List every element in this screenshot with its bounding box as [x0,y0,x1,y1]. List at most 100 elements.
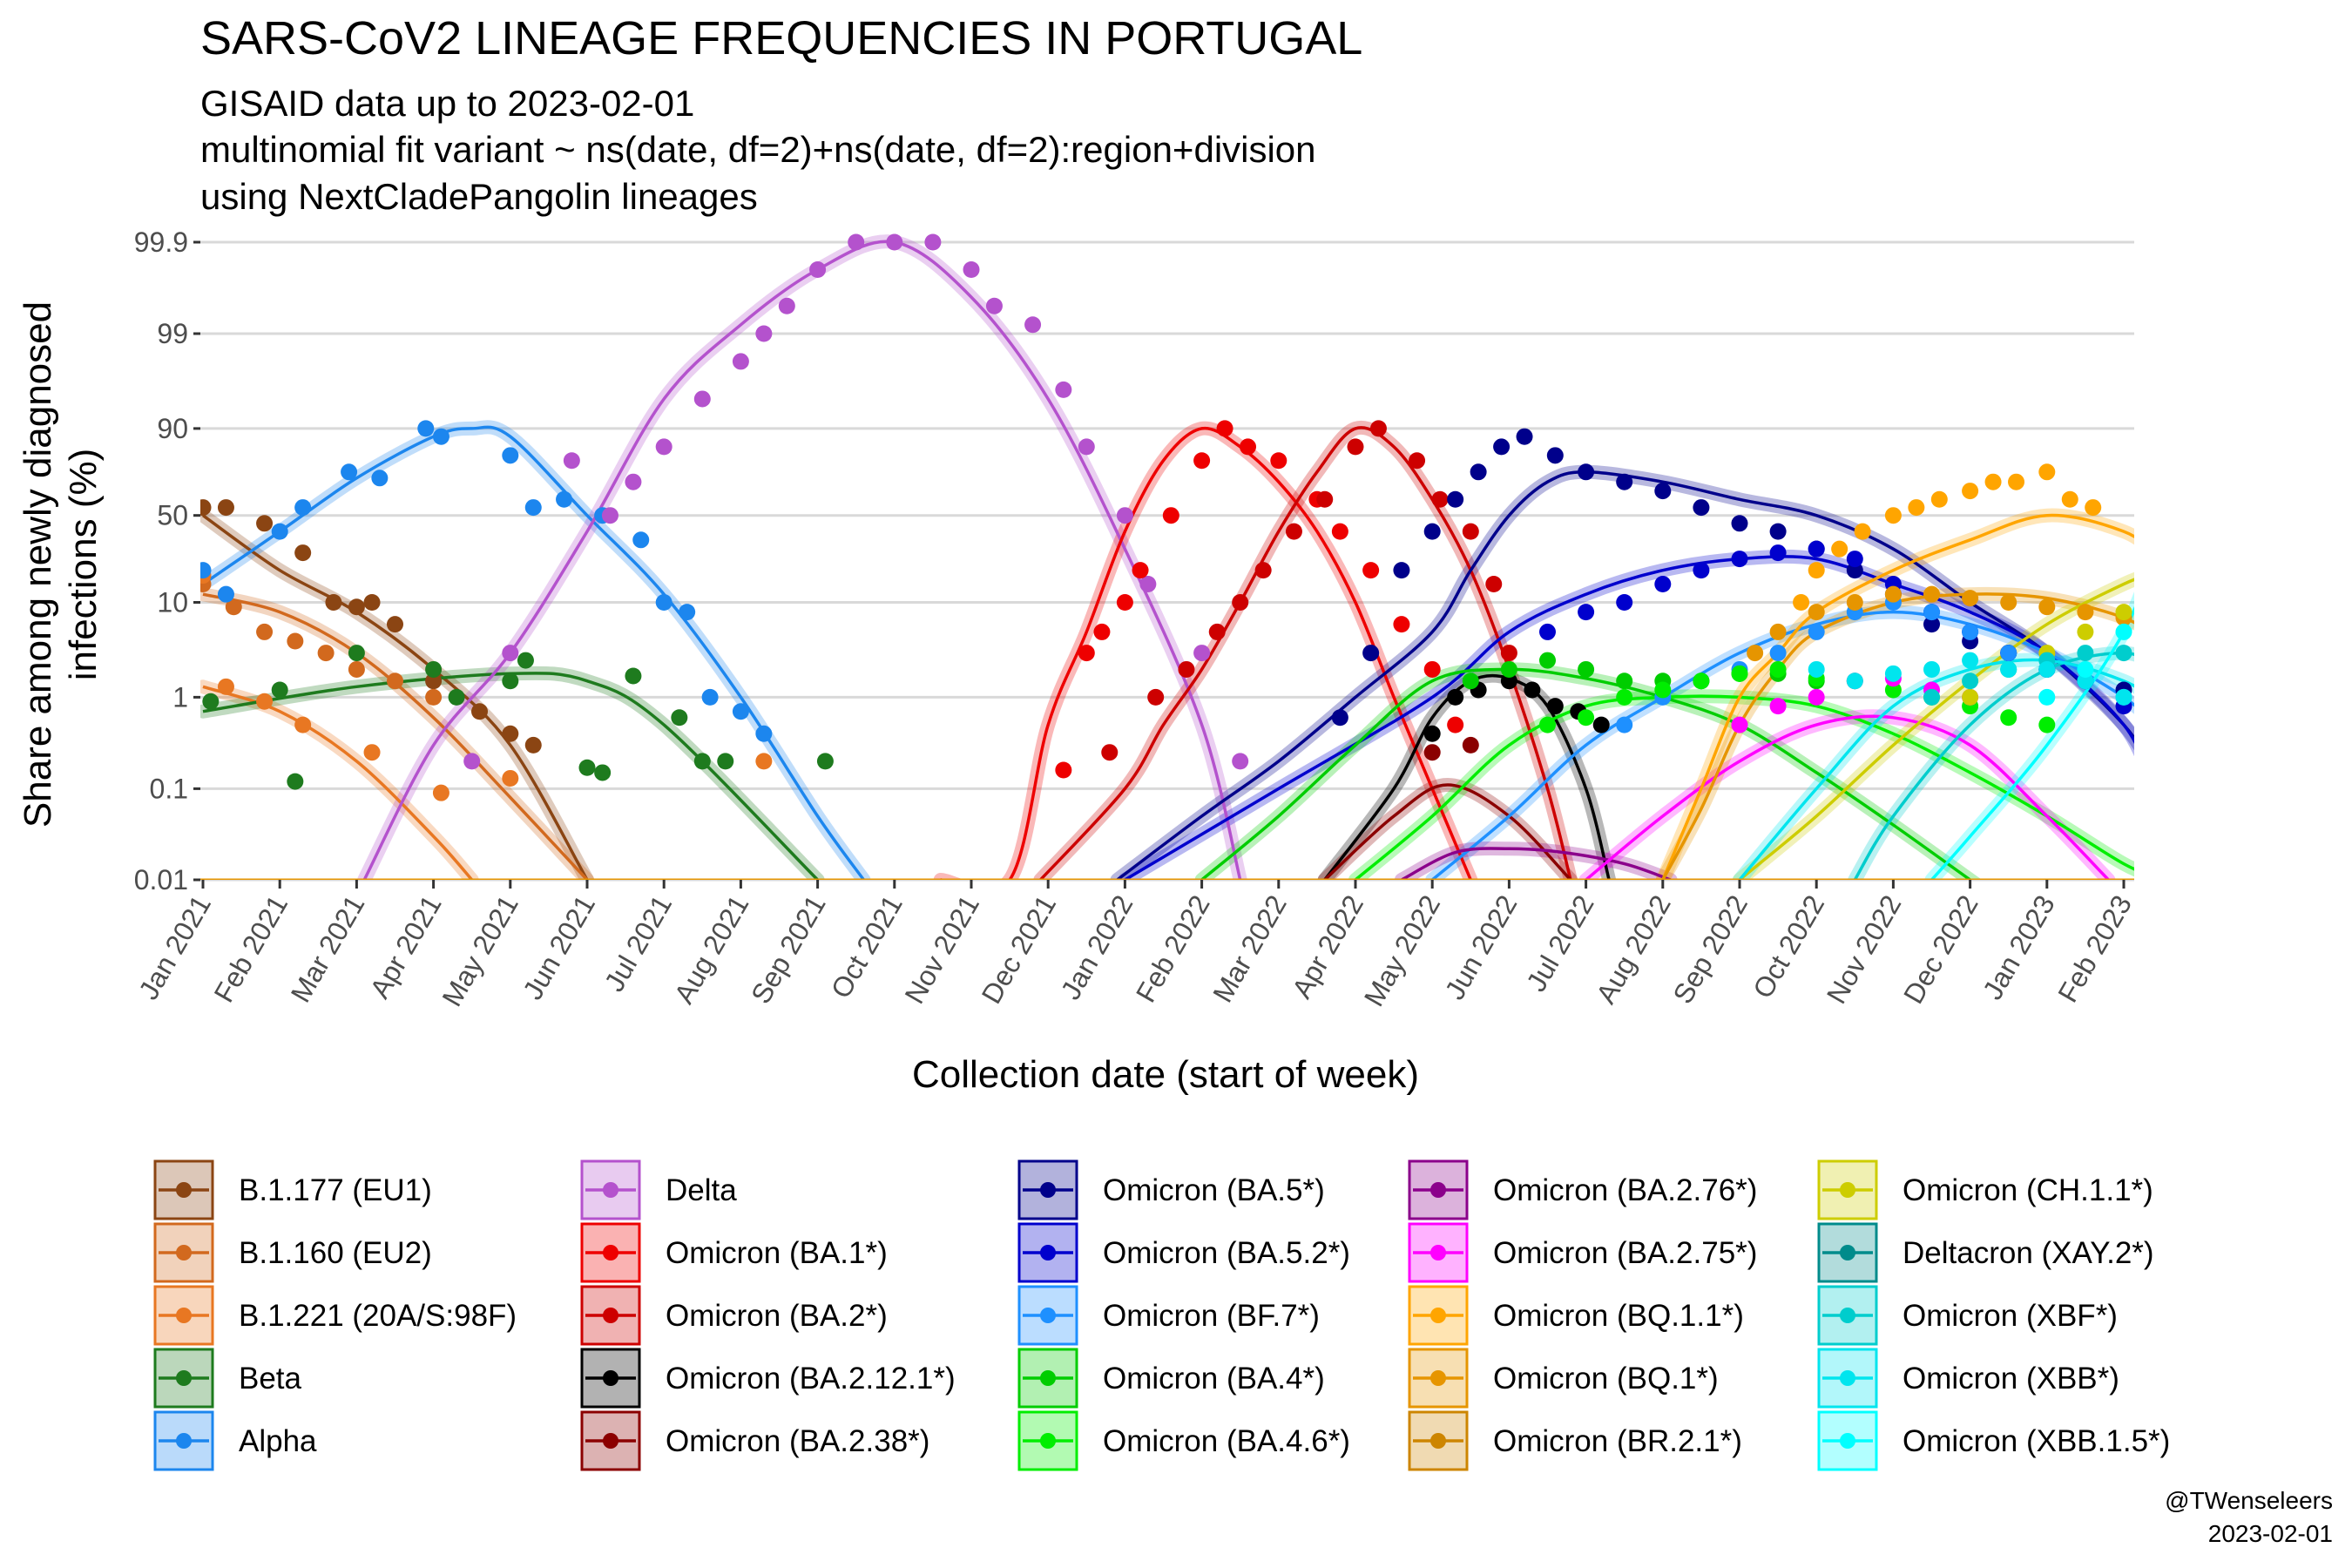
point-omicron-ba-5 [1423,523,1441,540]
point-b-1-177-eu1 [200,499,212,517]
point-omicron-xbb [1923,660,1940,678]
point-beta [271,681,288,699]
legend-item-deltacron-xay-2: Deltacron (XAY.2*) [1817,1222,2154,1283]
legend-item-omicron-ba-4-6: Omicron (BA.4.6*) [1017,1410,1350,1471]
point-omicron-bf-7 [2000,645,2017,662]
x-tick-label-0: Jan 2021 [132,890,217,1005]
point-omicron-ba-5-2 [1846,551,1863,568]
point-delta [1116,507,1133,524]
line-b-1-160-eu2 [202,592,589,880]
point-omicron-ba-1 [1116,593,1133,611]
point-omicron-ba-4-6 [1731,665,1748,682]
point-omicron-xbf [1923,688,1940,706]
point-beta [348,645,365,662]
x-tick-label-9: Oct 2021 [825,890,909,1004]
point-b-1-221-20a-s-98f [502,769,519,787]
point-omicron-ba-5 [1846,562,1863,579]
legend-label: Omicron (XBB*) [1903,1362,2119,1396]
point-omicron-bq-1 [1846,593,1863,611]
x-tick-label-11: Dec 2021 [976,890,1063,1010]
y-tick-label-6: 0.1 [150,773,188,804]
legend-item-beta: Beta [153,1348,302,1409]
legend-label: Omicron (BA.2.12.1*) [666,1362,956,1396]
point-omicron-ba-5-2 [1539,623,1556,640]
x-tick-label-17: Jun 2022 [1438,890,1523,1005]
legend-item-omicron-ba-4: Omicron (BA.4*) [1017,1348,1325,1409]
line-omicron-ch-1-1 [1738,578,2134,880]
point-omicron-ba-2 [1254,562,1272,579]
point-b-1-221-20a-s-98f [256,693,274,710]
point-omicron-ba-5 [1923,616,1940,633]
x-tick-label-6: Jul 2021 [598,890,679,997]
point-omicron-ba-5-2 [1808,540,1825,558]
point-alpha [217,585,234,603]
legend-item-omicron-ch-1-1: Omicron (CH.1.1*) [1817,1159,2153,1220]
point-omicron-ba-4-6 [2000,709,2017,727]
point-beta [202,693,220,710]
point-omicron-ba-5 [1331,709,1348,727]
y-axis-title-line1: Share among newly diagnosed [17,301,59,828]
point-omicron-ba-5-2 [1731,551,1748,568]
point-omicron-bq-1-1 [1854,523,1871,540]
point-omicron-ba-2 [1369,420,1387,437]
line-omicron-ba-2-76 [1401,847,1672,880]
point-omicron-ba-2-12-1 [1423,725,1441,742]
legend-label: Beta [239,1362,302,1396]
legend-item-omicron-ba-5-2: Omicron (BA.5.2*) [1017,1222,1350,1283]
point-b-1-177-eu1 [348,598,365,616]
point-omicron-ba-4-6 [1693,672,1710,690]
legend-label: Delta [666,1173,737,1207]
point-omicron-bq-1-1 [1962,483,1979,500]
point-omicron-ba-2-12-1 [1500,672,1517,690]
x-tick-label-7: Aug 2021 [668,890,755,1010]
legend-label: Omicron (BA.4.6*) [1103,1424,1350,1458]
point-omicron-bq-1 [2038,598,2056,616]
x-tick-label-16: May 2022 [1358,890,1446,1012]
point-omicron-ba-2-75 [1769,698,1787,715]
point-alpha [271,523,288,540]
point-omicron-xbb [1884,665,1902,682]
legend-item-b-1-160-eu2: B.1.160 (EU2) [153,1222,432,1283]
legend-label: Omicron (BF.7*) [1103,1299,1320,1333]
x-tick-label-14: Mar 2022 [1206,890,1293,1008]
point-omicron-bq-1 [1747,645,1764,662]
legend-key-point [1430,1370,1446,1386]
point-b-1-221-20a-s-98f [294,716,312,733]
point-omicron-xbb [1808,660,1825,678]
legend-key-point [603,1370,618,1386]
point-omicron-ba-4-6 [1769,660,1787,678]
point-omicron-bq-1 [2077,604,2094,621]
x-tick-label-20: Sep 2022 [1666,890,1754,1010]
legend-key-point [1840,1182,1855,1198]
point-omicron-bf-7 [1962,623,1979,640]
legend-key-point [603,1245,618,1260]
point-delta [693,390,711,408]
y-tick-label-5: 1 [172,681,188,713]
point-b-1-177-eu1 [425,672,443,690]
point-alpha [502,447,519,464]
point-omicron-ba-2-12-1 [1447,688,1464,706]
x-axis-title: Collection date (start of week) [912,1053,1419,1096]
point-omicron-ba-1 [1393,616,1410,633]
point-omicron-ba-2 [1462,523,1479,540]
point-beta [717,753,734,770]
point-omicron-ba-1 [1423,660,1441,678]
point-omicron-ba-5-2 [1616,593,1633,611]
point-omicron-ba-2 [1147,688,1165,706]
legend-label: Omicron (BA.5*) [1103,1173,1325,1207]
point-delta [563,452,580,470]
point-omicron-ba-4 [1578,660,1595,678]
point-omicron-xbb [2038,660,2056,678]
legend-item-omicron-ba-2-75: Omicron (BA.2.75*) [1408,1222,1757,1283]
point-alpha [200,562,212,579]
y-tick-label-0: 99.9 [134,226,188,258]
point-b-1-160-eu2 [287,632,304,650]
legend-item-omicron-bq-1-1: Omicron (BQ.1.1*) [1408,1285,1744,1346]
legend-key-point [1040,1245,1056,1260]
point-omicron-xbf [2115,645,2132,662]
legend-item-omicron-ba-2-38: Omicron (BA.2.38*) [580,1410,929,1471]
point-omicron-ba-1 [1362,562,1380,579]
point-omicron-ch-1-1 [2115,604,2132,621]
point-delta [1055,381,1072,398]
line-omicron-ba-1 [940,426,1472,880]
